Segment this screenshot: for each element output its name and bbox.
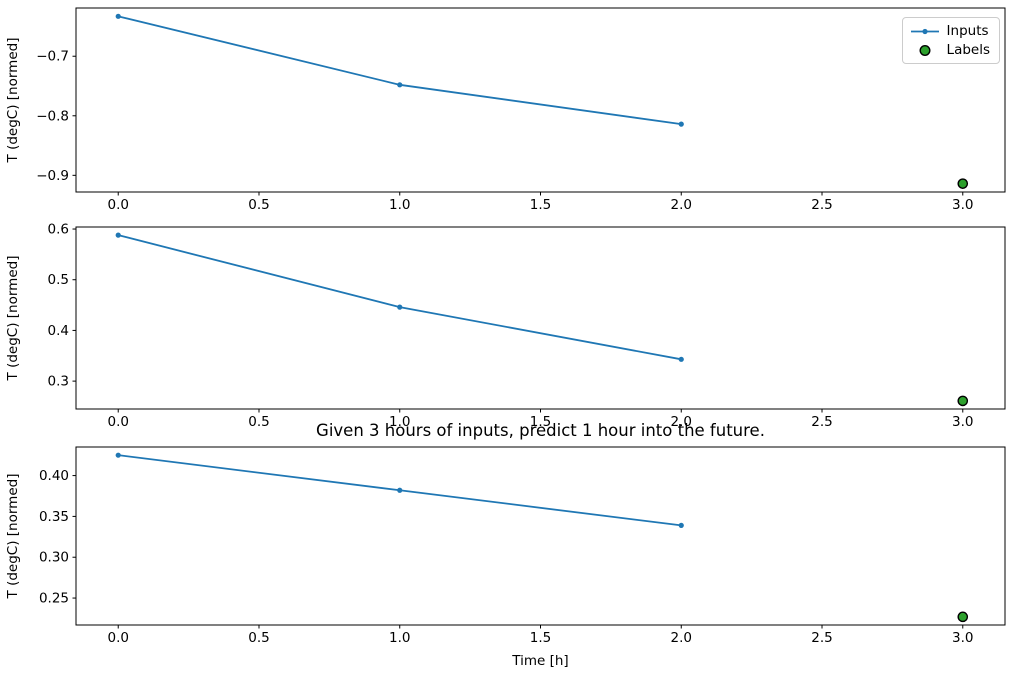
- x-tick-label: 1.5: [530, 414, 551, 430]
- x-tick-label: 1.5: [530, 630, 551, 646]
- inputs-line: [118, 234, 682, 361]
- inputs-marker: [678, 356, 684, 362]
- x-tick-label: 2.5: [811, 197, 832, 213]
- inputs-line-marker-icon: [910, 24, 940, 39]
- labels-point: [957, 611, 969, 623]
- inputs-marker: [678, 522, 684, 528]
- chart-title: Given 3 hours of inputs, predict 1 hour …: [316, 421, 765, 440]
- inputs-marker: [115, 13, 121, 19]
- x-tick-label: 1.0: [389, 197, 410, 213]
- y-tick-label: 0.5: [48, 272, 69, 288]
- y-tick-label: 0.40: [39, 468, 69, 484]
- legend: Inputs Labels: [901, 17, 1000, 64]
- y-tick-label: 0.3: [48, 374, 69, 390]
- y-tick-label: 0.25: [39, 591, 69, 607]
- inputs-marker: [678, 121, 684, 127]
- legend-label-inputs: Inputs: [946, 23, 989, 39]
- inputs-marker: [397, 304, 403, 310]
- x-tick-label: 0.0: [107, 630, 128, 646]
- x-tick-label: 0.5: [248, 414, 269, 430]
- y-tick-label: −0.8: [36, 108, 69, 124]
- x-tick-label: 2.5: [811, 630, 832, 646]
- x-tick-label: 0.0: [107, 197, 128, 213]
- axes-frame-1: [75, 226, 1006, 410]
- labels-point: [957, 395, 969, 407]
- labels-circle-icon: [910, 43, 940, 58]
- inputs-marker: [397, 82, 403, 88]
- y-tick-label: 0.30: [39, 550, 69, 566]
- labels-point: [957, 178, 969, 189]
- x-tick-label: 2.0: [671, 414, 692, 430]
- y-axis-label-bottom: T (degC) [normed]: [5, 473, 21, 599]
- y-tick-label: 0.35: [39, 509, 69, 525]
- y-axis-label-top: T (degC) [normed]: [5, 37, 21, 163]
- x-tick-label: 2.0: [671, 197, 692, 213]
- x-tick-label: 3.0: [952, 197, 973, 213]
- y-tick-label: 0.4: [48, 323, 69, 339]
- inputs-line: [118, 15, 682, 126]
- x-tick-label: 0.5: [248, 630, 269, 646]
- x-tick-label: 1.0: [389, 630, 410, 646]
- legend-item-inputs: Inputs: [910, 23, 990, 39]
- legend-item-labels: Labels: [910, 42, 990, 58]
- legend-label-labels: Labels: [946, 42, 990, 58]
- y-tick-label: 0.6: [48, 222, 69, 238]
- x-axis-label: Time [h]: [512, 653, 569, 669]
- y-tick-label: −0.9: [36, 168, 69, 184]
- axes-frame-0: [75, 7, 1006, 193]
- x-tick-label: 2.5: [811, 414, 832, 430]
- x-tick-label: 0.5: [248, 197, 269, 213]
- inputs-marker: [397, 487, 403, 493]
- x-tick-label: 0.0: [107, 414, 128, 430]
- x-tick-label: 1.0: [389, 414, 410, 430]
- y-tick-label: −0.7: [36, 49, 69, 65]
- inputs-marker: [115, 232, 121, 238]
- inputs-marker: [115, 452, 121, 458]
- x-tick-label: 2.0: [671, 630, 692, 646]
- x-tick-label: 3.0: [952, 630, 973, 646]
- axes-frame-2: [75, 446, 1006, 626]
- x-tick-label: 3.0: [952, 414, 973, 430]
- y-axis-label-middle: T (degC) [normed]: [5, 255, 21, 381]
- x-tick-label: 1.5: [530, 197, 551, 213]
